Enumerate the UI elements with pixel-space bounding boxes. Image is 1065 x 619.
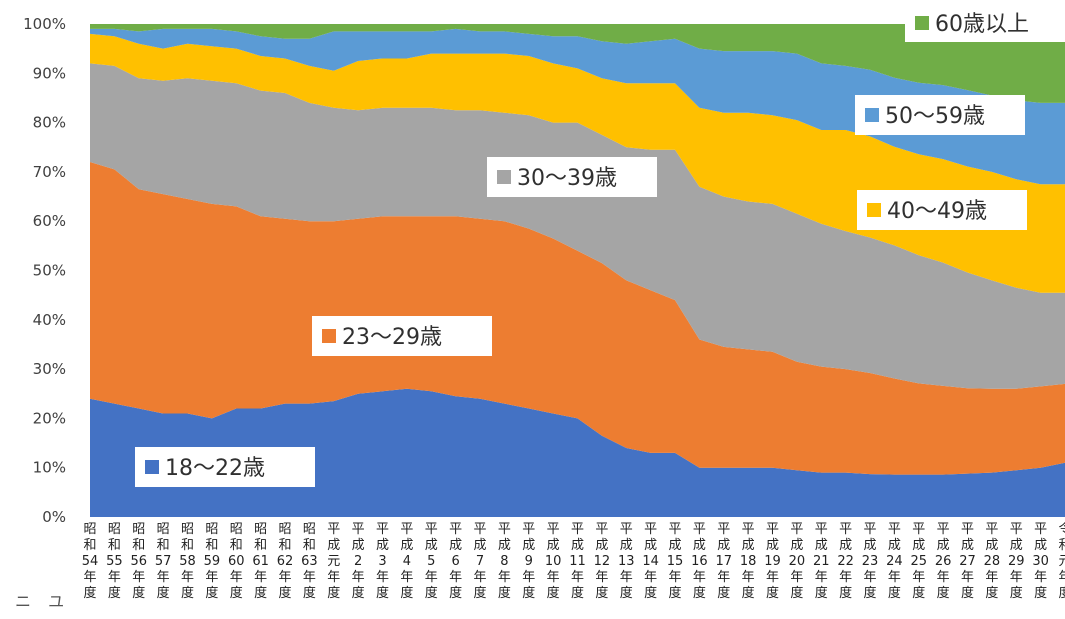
area-series-5 <box>90 24 1065 103</box>
series-swatch <box>867 203 881 217</box>
x-tick-label: 昭和 62 年度 <box>277 522 294 601</box>
area-series-2 <box>90 63 1065 389</box>
series-label-2: 30〜39歳 <box>487 157 657 197</box>
area-series-4 <box>90 28 1065 185</box>
area-series-0 <box>90 388 1065 517</box>
y-tick-label: 90% <box>33 64 66 82</box>
y-tick-label: 0% <box>42 508 66 526</box>
x-tick-label: 平成 18 年度 <box>740 522 757 601</box>
series-swatch <box>915 16 929 30</box>
series-swatch <box>145 460 159 474</box>
x-tick-label: 平成 4 年度 <box>400 522 413 601</box>
series-label-text: 30〜39歳 <box>517 166 617 191</box>
x-tick-label: 平成 13 年度 <box>618 522 635 601</box>
series-label-text: 40〜49歳 <box>887 199 987 224</box>
series-areas <box>90 24 1065 517</box>
x-tick-label: 平成 25 年度 <box>911 522 928 601</box>
x-tick-label: 平成 9 年度 <box>522 522 535 601</box>
series-label-1: 23〜29歳 <box>312 316 492 356</box>
x-tick-label: 平成 2 年度 <box>352 522 365 601</box>
x-tick-label: 平成 28 年度 <box>984 522 1001 601</box>
x-tick-label: 平成 12 年度 <box>594 522 611 601</box>
x-tick-label: 平成 29 年度 <box>1008 522 1025 601</box>
series-label-3: 40〜49歳 <box>857 190 1027 230</box>
x-tick-label: 昭和 60 年度 <box>228 522 245 601</box>
y-tick-label: 10% <box>33 459 66 477</box>
y-tick-label: 100% <box>23 15 66 33</box>
area-series-1 <box>90 162 1065 475</box>
x-tick-label: 平成 20 年度 <box>789 522 806 601</box>
x-tick-label: 平成 19 年度 <box>764 522 781 601</box>
x-tick-label: 平成 8 年度 <box>498 522 511 601</box>
x-tick-label: 平成 11 年度 <box>569 522 586 601</box>
x-tick-label: 昭和 59 年度 <box>204 522 221 601</box>
series-swatch <box>322 329 336 343</box>
series-label-text: 50〜59歳 <box>885 104 985 129</box>
series-label-0: 18〜22歳 <box>135 447 315 487</box>
x-tick-label: 平成 6 年度 <box>449 522 462 601</box>
y-tick-label: 80% <box>33 114 66 132</box>
y-axis: 0% 10% 20% 30% 40% 50% 60% 70% 80% 90% 100% <box>23 15 66 526</box>
x-tick-label: 平成 21 年度 <box>813 522 830 601</box>
y-tick-label: 30% <box>33 360 66 378</box>
x-tick-label: 平成 10 年度 <box>545 522 562 601</box>
series-label-text: 60歳以上 <box>935 12 1029 37</box>
series-label-text: 23〜29歳 <box>342 325 442 350</box>
x-tick-label: 昭和 58 年度 <box>179 522 196 601</box>
x-tick-label: 平成 26 年度 <box>935 522 952 601</box>
x-tick-label: 平成 24 年度 <box>886 522 903 601</box>
x-tick-label: 昭和 55 年度 <box>106 522 123 601</box>
x-tick-label: 平成 5 年度 <box>425 522 438 601</box>
x-tick-label: 平成 17 年度 <box>716 522 733 601</box>
x-tick-label: 昭和 57 年度 <box>155 522 172 601</box>
x-tick-label: 平成 23 年度 <box>862 522 879 601</box>
x-tick-label: 昭和 56 年度 <box>131 522 148 601</box>
x-tick-label: 昭和 63 年度 <box>301 522 318 601</box>
x-tick-label: 平成 30 年度 <box>1032 522 1049 601</box>
y-tick-label: 40% <box>33 311 66 329</box>
x-tick-label: 平成 27 年度 <box>959 522 976 601</box>
x-tick-label: 平成 22 年度 <box>837 522 854 601</box>
x-tick-label: 平成 16 年度 <box>691 522 708 601</box>
x-tick-label: 平成 7 年度 <box>473 522 486 601</box>
x-tick-label: 平成 3 年度 <box>376 522 389 601</box>
series-swatch <box>865 108 879 122</box>
x-tick-label: 昭和 61 年度 <box>252 522 269 601</box>
y-tick-label: 70% <box>33 163 66 181</box>
series-swatch <box>497 170 511 184</box>
x-tick-label: 昭和 54 年度 <box>82 522 99 601</box>
y-tick-label: 20% <box>33 409 66 427</box>
series-label-text: 18〜22歳 <box>165 456 265 481</box>
y-tick-label: 60% <box>33 212 66 230</box>
y-tick-label: 50% <box>33 262 66 280</box>
x-tick-label: 平成 14 年度 <box>642 522 659 601</box>
x-tick-label: 令和元年度 <box>1058 522 1065 601</box>
x-tick-label: 平成元年度 <box>327 522 340 601</box>
series-label-5: 60歳以上 <box>905 4 1065 42</box>
corner-text: ニ ユ <box>15 592 71 611</box>
area-series-3 <box>90 33 1065 293</box>
series-labels: 18〜22歳 23〜29歳 30〜39歳 40〜49歳 50〜59歳 60歳以上 <box>135 4 1065 487</box>
series-label-4: 50〜59歳 <box>855 95 1025 135</box>
x-tick-label: 平成 15 年度 <box>667 522 684 601</box>
